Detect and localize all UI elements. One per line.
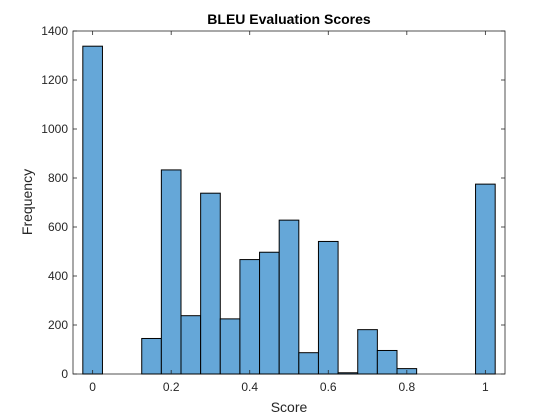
histogram-bar: [376, 349, 398, 375]
histogram-bar: [278, 219, 300, 375]
x-tick-label: 0.2: [163, 380, 180, 394]
histogram-bar: [239, 259, 261, 375]
x-tick-label: 0: [89, 380, 96, 394]
y-tick-label: 200: [48, 318, 68, 332]
histogram-bar: [337, 372, 359, 375]
histogram-bar: [298, 352, 319, 375]
y-tick-label: 1400: [41, 24, 68, 38]
y-axis-ticks: 0 200 400 600 800 1000 1200 1400: [41, 24, 505, 381]
y-axis-label: Frequency: [19, 169, 35, 235]
y-tick-label: 0: [61, 367, 68, 381]
y-tick-label: 400: [48, 269, 68, 283]
histogram-bar: [357, 329, 378, 375]
x-tick-label: 1: [482, 380, 489, 394]
y-tick-label: 800: [48, 171, 68, 185]
histogram-bar: [180, 315, 202, 375]
chart-title: BLEU Evaluation Scores: [207, 11, 371, 27]
histogram-bar: [82, 45, 103, 375]
histogram-bar: [219, 318, 241, 375]
histogram-bars: [82, 45, 496, 375]
y-tick-label: 1200: [41, 73, 68, 87]
x-axis-ticks: 0 0.2 0.4 0.6 0.8 1: [89, 31, 489, 394]
histogram-bar: [160, 169, 182, 375]
histogram-bar: [317, 240, 339, 375]
histogram-bar: [475, 183, 496, 375]
x-tick-label: 0.6: [320, 380, 337, 394]
y-tick-label: 600: [48, 220, 68, 234]
histogram-bar: [200, 192, 221, 375]
x-tick-label: 0.8: [398, 380, 415, 394]
histogram-bar: [259, 251, 280, 375]
histogram-bar: [141, 337, 162, 375]
x-axis-label: Score: [271, 399, 308, 415]
y-tick-label: 1000: [41, 122, 68, 136]
x-tick-label: 0.4: [241, 380, 258, 394]
